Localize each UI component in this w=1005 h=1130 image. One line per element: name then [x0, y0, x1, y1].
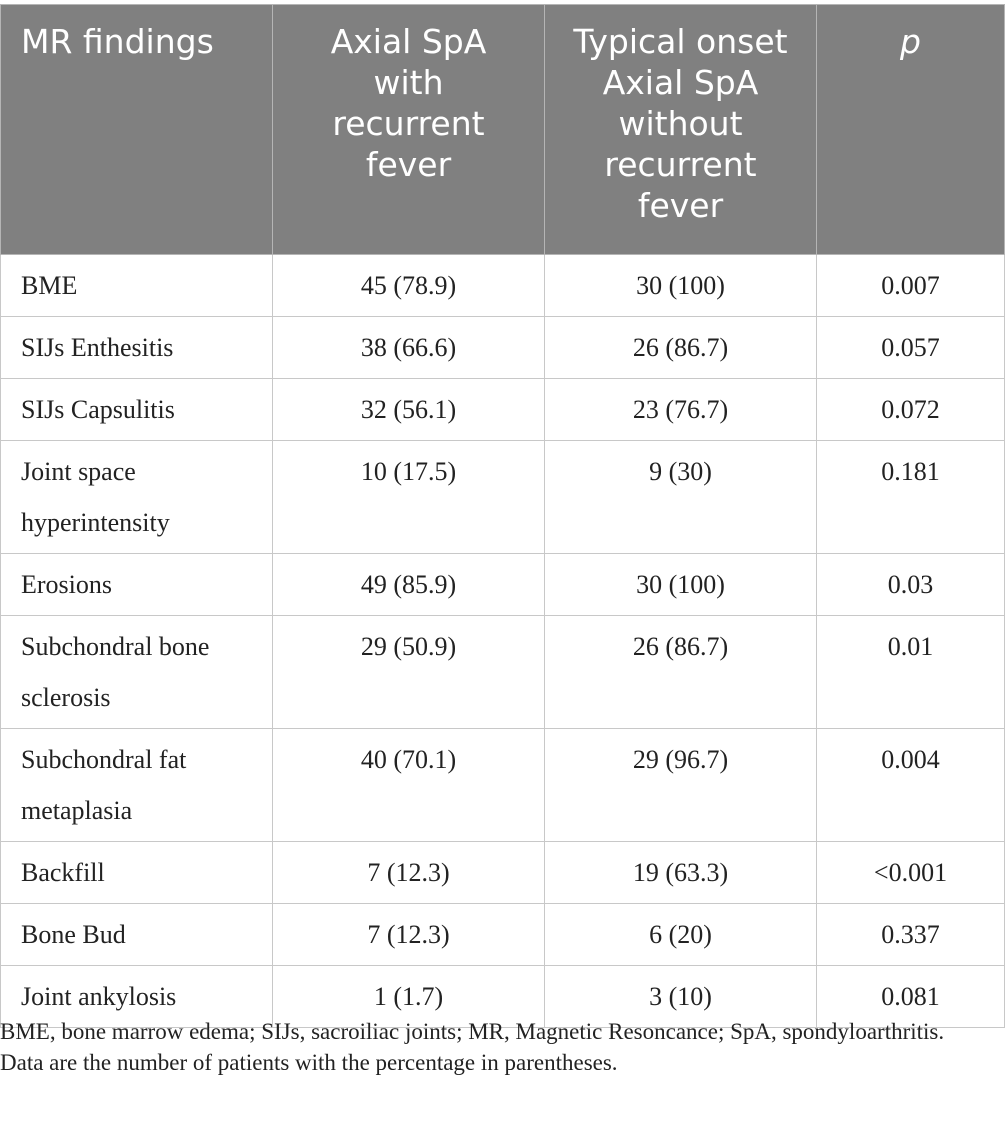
mr-findings-table: MR findings Axial SpA with recurrent fev…: [0, 4, 1005, 1028]
without-fever-value: 23 (76.7): [544, 378, 817, 441]
without-fever-value: 9 (30): [544, 440, 817, 554]
with-fever-value: 29 (50.9): [272, 615, 545, 729]
p-value: <0.001: [816, 841, 1005, 904]
table-row: Backfill 7 (12.3) 19 (63.3) <0.001: [0, 841, 1005, 904]
with-fever-value: 7 (12.3): [272, 903, 545, 966]
without-fever-value: 30 (100): [544, 553, 817, 616]
header-mr-findings: MR findings: [0, 4, 273, 255]
p-value: 0.007: [816, 254, 1005, 317]
abbreviations-footnote: BME, bone marrow edema; SIJs, sacroiliac…: [0, 1019, 945, 1044]
data-note-footnote: Data are the number of patients with the…: [0, 1050, 618, 1075]
table-row: Joint ankylosis 1 (1.7) 3 (10) 0.081: [0, 965, 1005, 1028]
table-header: MR findings Axial SpA with recurrent fev…: [0, 4, 1005, 255]
finding-label: SIJs Enthesitis: [0, 316, 273, 379]
with-fever-value: 38 (66.6): [272, 316, 545, 379]
finding-label: SIJs Capsulitis: [0, 378, 273, 441]
finding-label: Joint space hyperintensity: [0, 440, 273, 554]
table-footnotes: BME, bone marrow edema; SIJs, sacroiliac…: [0, 1016, 1004, 1078]
header-typical-onset-without-fever: Typical onset Axial SpA without recurren…: [544, 4, 817, 255]
finding-label: Subchondral bone sclerosis: [0, 615, 273, 729]
with-fever-value: 49 (85.9): [272, 553, 545, 616]
table-row: Subchondral fat metaplasia 40 (70.1) 29 …: [0, 728, 1005, 842]
with-fever-value: 32 (56.1): [272, 378, 545, 441]
finding-label: Erosions: [0, 553, 273, 616]
p-value: 0.337: [816, 903, 1005, 966]
p-value: 0.057: [816, 316, 1005, 379]
p-value: 0.181: [816, 440, 1005, 554]
without-fever-value: 6 (20): [544, 903, 817, 966]
without-fever-value: 26 (86.7): [544, 615, 817, 729]
table-row: BME 45 (78.9) 30 (100) 0.007: [0, 254, 1005, 317]
table-row: SIJs Enthesitis 38 (66.6) 26 (86.7) 0.05…: [0, 316, 1005, 379]
with-fever-value: 7 (12.3): [272, 841, 545, 904]
finding-label: Subchondral fat metaplasia: [0, 728, 273, 842]
header-row: MR findings Axial SpA with recurrent fev…: [0, 4, 1005, 255]
finding-label: BME: [0, 254, 273, 317]
finding-label: Joint ankylosis: [0, 965, 273, 1028]
p-value: 0.01: [816, 615, 1005, 729]
with-fever-value: 1 (1.7): [272, 965, 545, 1028]
table-body: BME 45 (78.9) 30 (100) 0.007 SIJs Enthes…: [0, 254, 1005, 1028]
without-fever-value: 26 (86.7): [544, 316, 817, 379]
table-row: Bone Bud 7 (12.3) 6 (20) 0.337: [0, 903, 1005, 966]
table-row: Subchondral bone sclerosis 29 (50.9) 26 …: [0, 615, 1005, 729]
finding-label: Backfill: [0, 841, 273, 904]
p-value: 0.03: [816, 553, 1005, 616]
finding-label: Bone Bud: [0, 903, 273, 966]
table-row: SIJs Capsulitis 32 (56.1) 23 (76.7) 0.07…: [0, 378, 1005, 441]
with-fever-value: 10 (17.5): [272, 440, 545, 554]
p-value: 0.072: [816, 378, 1005, 441]
p-value: 0.004: [816, 728, 1005, 842]
without-fever-value: 19 (63.3): [544, 841, 817, 904]
table-row: Joint space hyperintensity 10 (17.5) 9 (…: [0, 440, 1005, 554]
header-p-value: p: [816, 4, 1005, 255]
header-axial-spa-with-fever: Axial SpA with recurrent fever: [272, 4, 545, 255]
with-fever-value: 40 (70.1): [272, 728, 545, 842]
with-fever-value: 45 (78.9): [272, 254, 545, 317]
table-row: Erosions 49 (85.9) 30 (100) 0.03: [0, 553, 1005, 616]
without-fever-value: 29 (96.7): [544, 728, 817, 842]
without-fever-value: 3 (10): [544, 965, 817, 1028]
without-fever-value: 30 (100): [544, 254, 817, 317]
p-value: 0.081: [816, 965, 1005, 1028]
